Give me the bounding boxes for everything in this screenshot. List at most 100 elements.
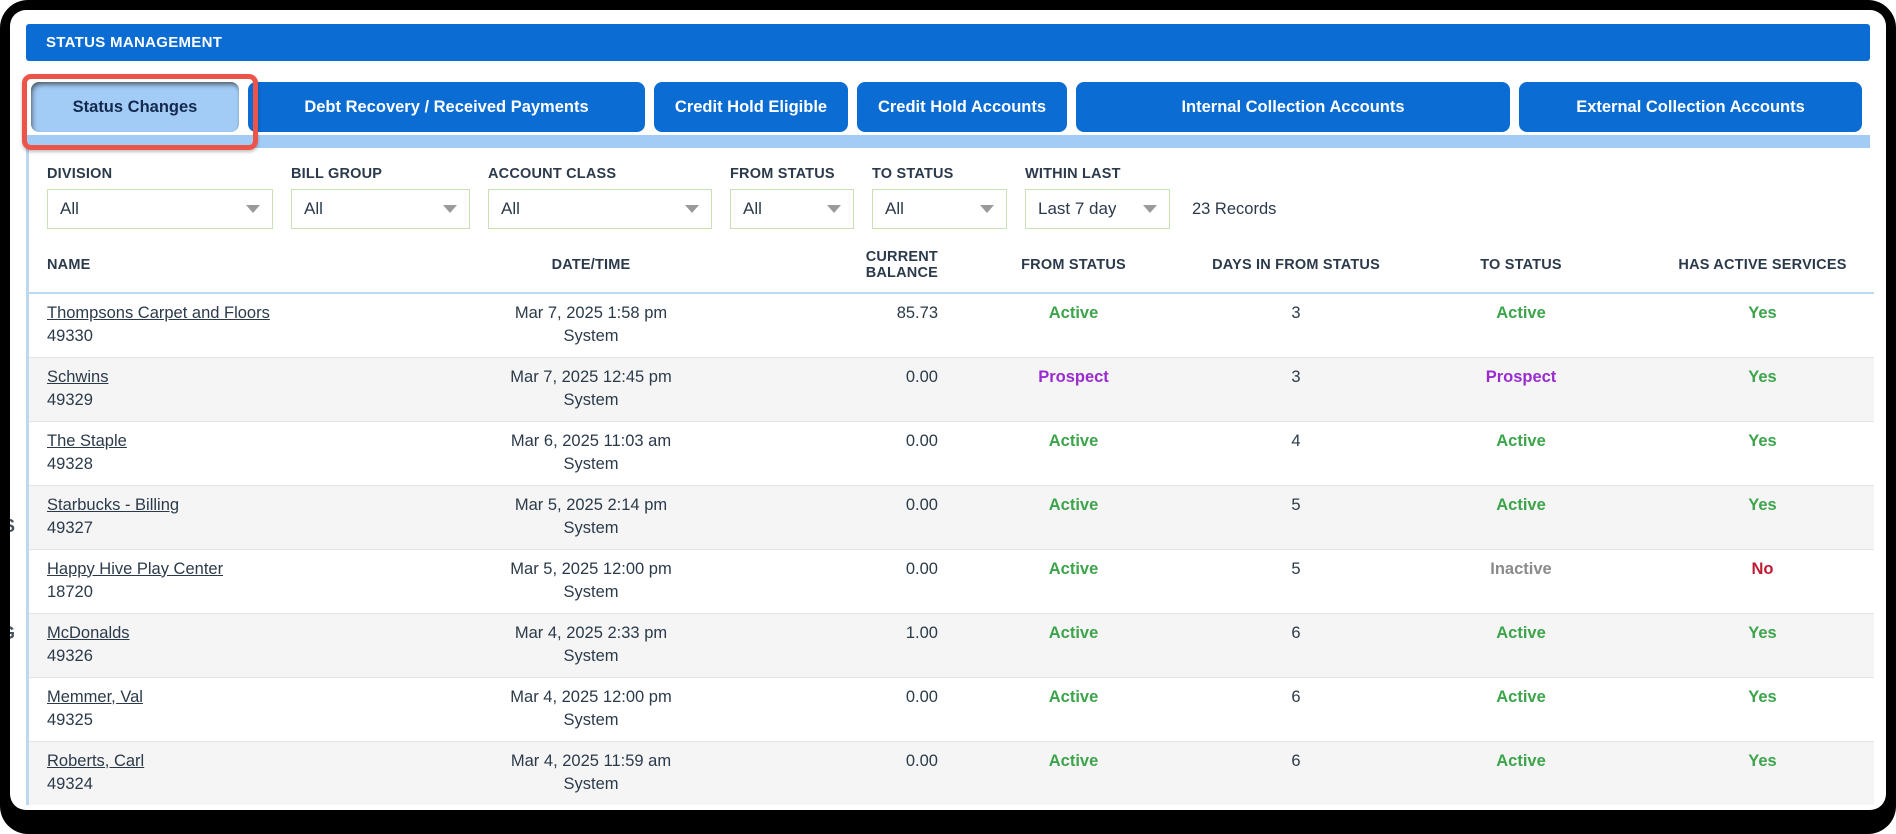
row-days-in-from-status: 4 (1291, 431, 1301, 450)
row-datetime: Mar 4, 2025 11:59 am (510, 751, 672, 770)
filter-bill-group: BILL GROUP All (291, 166, 470, 229)
within-last-dropdown[interactable]: Last 7 day (1025, 189, 1170, 229)
clipped-sidebar-text-fragment: S (10, 516, 15, 537)
tab-status-changes[interactable]: Status Changes (31, 82, 239, 132)
tab-credit-hold-eligible[interactable]: Credit Hold Eligible (654, 82, 848, 132)
division-dropdown[interactable]: All (47, 189, 273, 229)
row-datetime: Mar 5, 2025 2:14 pm (514, 495, 668, 514)
bill-group-value: All (304, 199, 323, 218)
row-from-status: Active (1048, 431, 1099, 450)
account-link[interactable]: The Staple (47, 431, 127, 450)
row-has-active-services: Yes (1748, 431, 1777, 450)
row-balance: 0.00 (905, 751, 938, 770)
account-link[interactable]: Starbucks - Billing (47, 495, 180, 514)
chevron-down-icon (980, 205, 994, 213)
row-has-active-services: Yes (1748, 495, 1777, 514)
account-link[interactable]: Thompsons Carpet and Floors (47, 304, 270, 322)
row-balance: 0.00 (905, 431, 938, 450)
row-to-status: Active (1496, 431, 1546, 450)
tab-credit-hold-accounts[interactable]: Credit Hold Accounts (857, 82, 1067, 132)
account-link[interactable]: Schwins (47, 367, 109, 386)
column-header-from-status: FROM STATUS (1021, 257, 1126, 273)
row-source: System (563, 454, 619, 473)
division-label: DIVISION (47, 166, 113, 182)
table-row: Schwins 49329 Mar 7, 2025 12:45 pm System… (29, 357, 1874, 421)
account-link[interactable]: Happy Hive Play Center (47, 559, 224, 578)
row-datetime: Mar 4, 2025 12:00 pm (510, 687, 672, 706)
row-from-status: Active (1048, 495, 1099, 514)
tab-internal-collection-accounts[interactable]: Internal Collection Accounts (1076, 82, 1510, 132)
row-has-active-services: Yes (1748, 687, 1777, 706)
row-source: System (563, 518, 619, 537)
row-has-active-services: Yes (1748, 367, 1777, 386)
row-days-in-from-status: 3 (1291, 304, 1301, 322)
row-balance: 0.00 (905, 559, 938, 578)
row-days-in-from-status: 6 (1291, 623, 1301, 642)
account-link[interactable]: Roberts, Carl (47, 751, 145, 770)
from-status-dropdown[interactable]: All (730, 189, 854, 229)
chevron-down-icon (443, 205, 457, 213)
account-number: 49327 (47, 518, 93, 537)
account-class-label: ACCOUNT CLASS (488, 166, 617, 182)
tab-debt-recovery-received-payments[interactable]: Debt Recovery / Received Payments (248, 82, 645, 132)
app-window: STATUS MANAGEMENT Status Changes Debt Re… (10, 10, 1886, 810)
account-number: 49328 (47, 454, 93, 473)
division-value: All (60, 199, 79, 218)
within-last-label: WITHIN LAST (1025, 166, 1121, 182)
column-header-name: NAME (47, 257, 91, 273)
row-datetime: Mar 5, 2025 12:00 pm (510, 559, 672, 578)
main-panel: DIVISION All BILL GROUP All ACCOUNT CLAS… (26, 148, 1874, 805)
account-number: 49325 (47, 710, 93, 729)
account-number: 18720 (47, 582, 93, 601)
account-number: 49329 (47, 390, 93, 409)
to-status-dropdown[interactable]: All (872, 189, 1007, 229)
status-management-header: STATUS MANAGEMENT (26, 24, 1870, 61)
row-has-active-services: No (1751, 559, 1774, 578)
row-source: System (563, 646, 619, 665)
filter-from-status: FROM STATUS All (730, 166, 854, 229)
column-header-has-active-services: HAS ACTIVE SERVICES (1678, 257, 1847, 273)
table-row: McDonalds 49326 Mar 4, 2025 2:33 pm Syste… (29, 613, 1874, 677)
row-to-status: Prospect (1485, 367, 1557, 386)
row-to-status: Inactive (1490, 559, 1552, 578)
row-to-status: Active (1496, 751, 1546, 770)
row-datetime: Mar 7, 2025 12:45 pm (510, 367, 672, 386)
account-class-dropdown[interactable]: All (488, 189, 712, 229)
filter-to-status: TO STATUS All (872, 166, 1007, 229)
row-from-status: Prospect (1038, 367, 1109, 386)
row-days-in-from-status: 5 (1291, 559, 1301, 578)
within-last-value: Last 7 day (1038, 199, 1117, 218)
chevron-down-icon (827, 205, 841, 213)
row-source: System (563, 710, 619, 729)
table-row: Starbucks - Billing 49327 Mar 5, 2025 2:… (29, 485, 1874, 549)
account-number: 49324 (47, 774, 93, 793)
row-has-active-services: Yes (1748, 751, 1777, 770)
column-header-datetime: DATE/TIME (551, 257, 631, 273)
row-datetime: Mar 6, 2025 11:03 am (510, 431, 672, 450)
account-link[interactable]: Memmer, Val (47, 687, 143, 706)
row-days-in-from-status: 3 (1291, 367, 1301, 386)
account-class-value: All (501, 199, 520, 218)
bill-group-dropdown[interactable]: All (291, 189, 470, 229)
table-header-row: NAME DATE/TIME CURRENT BALANCE FROM STAT… (29, 235, 1874, 293)
table-row: Thompsons Carpet and Floors 49330 Mar 7,… (29, 293, 1874, 357)
row-source: System (563, 774, 619, 793)
row-source: System (563, 582, 619, 601)
row-to-status: Active (1496, 304, 1546, 322)
page-title: STATUS MANAGEMENT (46, 34, 223, 51)
row-to-status: Active (1496, 687, 1546, 706)
status-changes-table: NAME DATE/TIME CURRENT BALANCE FROM STAT… (29, 235, 1874, 805)
row-days-in-from-status: 6 (1291, 751, 1301, 770)
row-from-status: Active (1048, 304, 1099, 322)
bill-group-label: BILL GROUP (291, 166, 383, 182)
account-link[interactable]: McDonalds (47, 623, 130, 642)
active-tab-underline-strip (26, 135, 1870, 148)
row-from-status: Active (1048, 751, 1099, 770)
from-status-label: FROM STATUS (730, 166, 835, 182)
account-number: 49326 (47, 646, 93, 665)
tab-external-collection-accounts[interactable]: External Collection Accounts (1519, 82, 1862, 132)
records-count: 23 Records (1192, 200, 1277, 218)
chevron-down-icon (246, 205, 260, 213)
row-from-status: Active (1048, 687, 1099, 706)
